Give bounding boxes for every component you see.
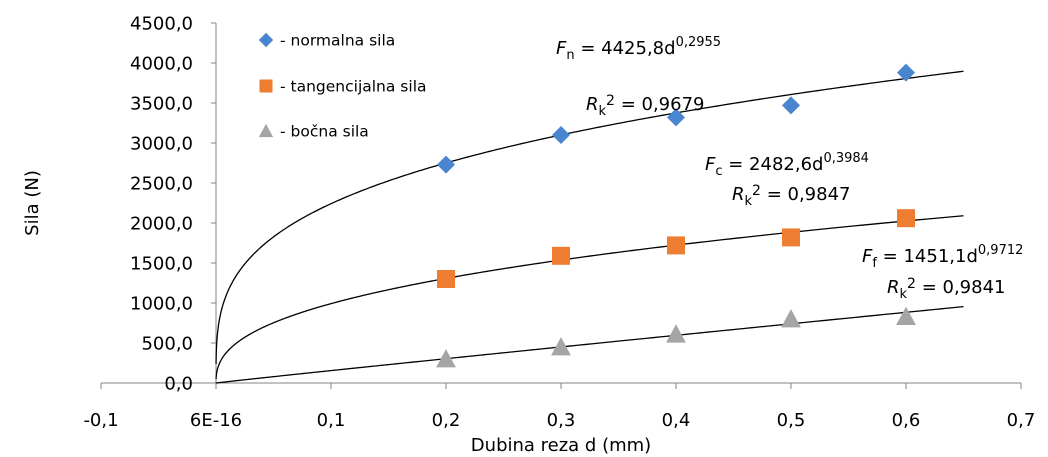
legend-label: - tangencijalna sila <box>280 78 427 96</box>
data-point <box>437 155 455 174</box>
x-axis-ticks: -0,1 6E-16 0,1 0,2 0,3 0,4 0,5 0,6 0,7 <box>83 383 1035 431</box>
data-point <box>897 63 915 82</box>
data-point <box>781 309 801 328</box>
legend-marker <box>258 123 274 138</box>
x-tick-label: 0,4 <box>662 410 691 431</box>
fit-equations: Fn = 4425,8d0,2955 Rk2 = 0,9679 Fc = 2482,… <box>556 35 1023 302</box>
trendlines <box>215 70 964 384</box>
legend-marker <box>258 32 274 48</box>
y-tick-label: 0,0 <box>164 374 193 395</box>
data-point <box>897 209 915 228</box>
trendline <box>215 215 964 380</box>
fit-r-squared: Rk2 = 0,9841 <box>887 276 1005 302</box>
data-point <box>552 126 570 144</box>
x-tick-label: 0,6 <box>892 410 921 431</box>
data-point <box>437 270 455 288</box>
data-point <box>896 306 916 326</box>
data-point <box>552 246 570 265</box>
data-point <box>782 96 800 115</box>
x-tick-label: 0,7 <box>1007 410 1036 431</box>
y-axis-title: Sila (N) <box>22 170 43 236</box>
data-point <box>782 228 800 247</box>
data-point <box>666 324 686 343</box>
axes <box>101 23 1021 384</box>
x-tick-label: 0,2 <box>432 410 461 431</box>
fit-r-squared: Rk2 = 0,9679 <box>586 93 704 119</box>
y-tick-label: 3500,0 <box>130 94 193 115</box>
y-tick-label: 4000,0 <box>130 54 193 75</box>
data-point <box>551 337 571 356</box>
y-tick-label: 500,0 <box>141 334 193 355</box>
y-tick-label: 4500,0 <box>130 14 193 35</box>
trendline <box>215 305 964 384</box>
x-axis-title: Dubina reza d (mm) <box>471 435 651 456</box>
data-point <box>667 108 685 127</box>
legend-label: - bočna sila <box>280 123 369 141</box>
fit-equation: Fc = 2482,6d0,3984 <box>705 151 869 179</box>
x-tick-label: 0,5 <box>777 410 806 431</box>
trendline <box>215 70 964 365</box>
data-point <box>436 349 456 368</box>
x-tick-label: 0,3 <box>547 410 576 431</box>
x-tick-label: 6E-16 <box>190 410 242 431</box>
fit-equation: Fn = 4425,8d0,2955 <box>556 35 721 63</box>
fit-equation: Ff = 1451,1d0,9712 <box>862 243 1023 271</box>
y-tick-label: 2500,0 <box>130 174 193 195</box>
fit-r-squared: Rk2 = 0,9847 <box>732 183 850 209</box>
y-tick-label: 3000,0 <box>130 134 193 155</box>
y-tick-label: 2000,0 <box>130 214 193 235</box>
y-tick-label: 1000,0 <box>130 294 193 315</box>
data-points <box>436 63 916 368</box>
legend-marker <box>259 79 273 93</box>
x-tick-label: 0,1 <box>317 410 346 431</box>
legend-label: - normalna sila <box>280 32 395 50</box>
data-point <box>667 236 685 255</box>
y-axis-ticks: 0,0 500,0 1000,0 1500,0 2000,0 2500,0 3000,0 35… <box>130 14 216 395</box>
legend: - normalna sila - tangencijalna sila - boč… <box>258 32 427 141</box>
y-tick-label: 1500,0 <box>130 254 193 275</box>
x-tick-label: -0,1 <box>83 410 118 431</box>
